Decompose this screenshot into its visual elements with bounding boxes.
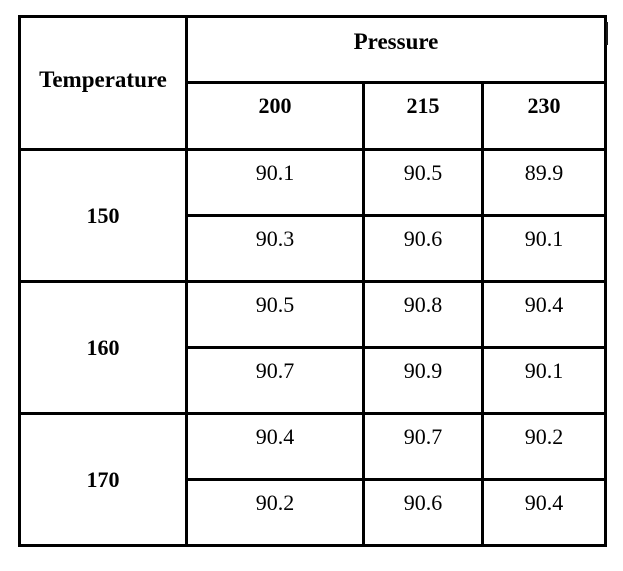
- table-row: 90.7 90.9 90.1: [20, 346, 607, 415]
- value-cell: 90.7: [185, 346, 365, 415]
- pressure-group-header: Pressure: [185, 15, 607, 84]
- header-row-levels: 200 215 230: [20, 81, 607, 151]
- value-cell: 90.4: [185, 412, 365, 481]
- header-row-group: Temperature Pressure: [18, 15, 607, 151]
- value-cell: 90.7: [362, 412, 484, 481]
- value-cell: 89.9: [481, 148, 607, 217]
- temperature-row-label-150: 150: [18, 148, 188, 283]
- temperature-column-header: Temperature: [18, 15, 188, 151]
- temperature-row-label-160: 160: [18, 280, 188, 415]
- value-cell: 90.2: [481, 412, 607, 481]
- value-cell: 90.3: [185, 214, 365, 283]
- value-cell: 90.6: [362, 478, 484, 547]
- value-cell: 90.9: [362, 346, 484, 415]
- table-row: 170 90.4 90.7 90.2: [18, 412, 607, 547]
- value-cell: 90.1: [481, 346, 607, 415]
- value-cell: 90.6: [362, 214, 484, 283]
- table-row: 90.2 90.6 90.4: [20, 478, 607, 547]
- table-row: 160 90.5 90.8 90.4: [18, 280, 607, 415]
- temperature-pressure-table: Temperature Pressure 200 215 230 150 90.…: [18, 15, 607, 547]
- value-cell: 90.5: [185, 280, 365, 349]
- value-cell: 90.2: [185, 478, 365, 547]
- value-cell: 90.4: [481, 478, 607, 547]
- value-cell: 90.1: [481, 214, 607, 283]
- pressure-level-215: 215: [362, 81, 484, 151]
- value-cell: 90.5: [362, 148, 484, 217]
- table-row: 90.3 90.6 90.1: [20, 214, 607, 283]
- pressure-level-200: 200: [185, 81, 365, 151]
- value-cell: 90.4: [481, 280, 607, 349]
- value-cell: 90.1: [185, 148, 365, 217]
- pressure-level-230: 230: [481, 81, 607, 151]
- temperature-row-label-170: 170: [18, 412, 188, 547]
- value-cell: 90.8: [362, 280, 484, 349]
- table-row: 150 90.1 90.5 89.9: [18, 148, 607, 283]
- text-cursor-artifact: [606, 22, 608, 45]
